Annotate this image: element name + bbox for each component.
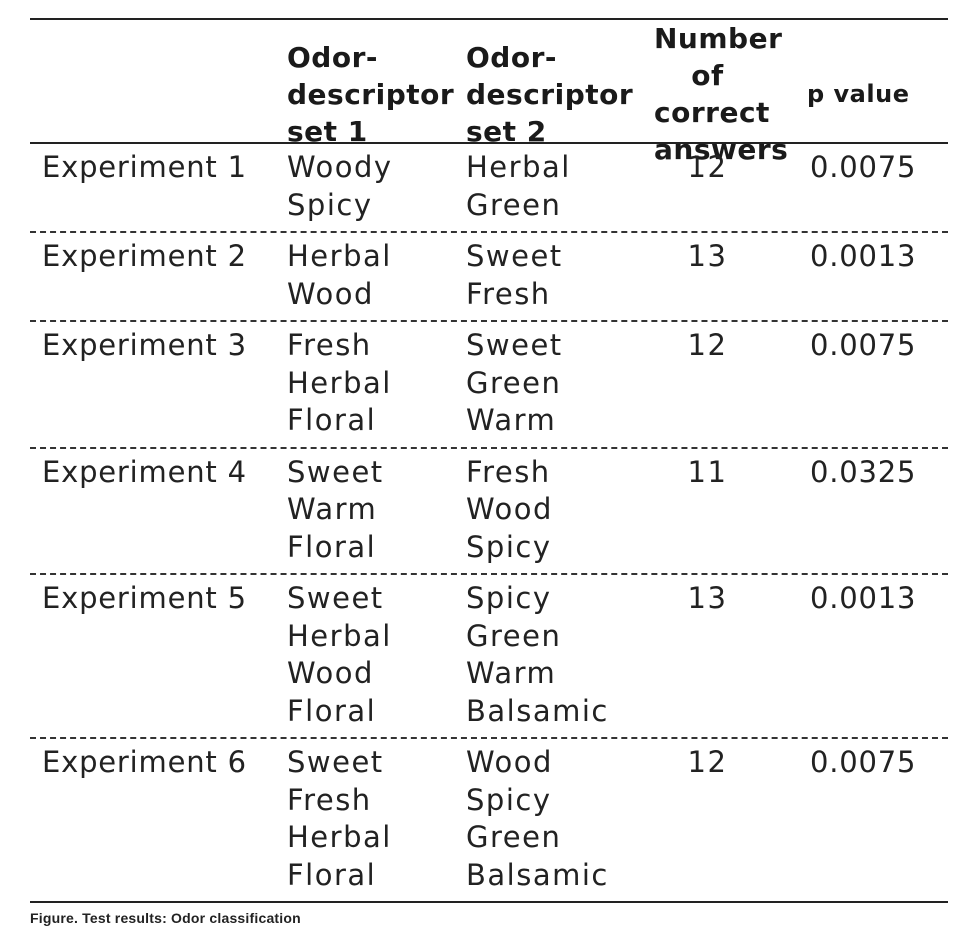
descriptor-item: Fresh xyxy=(287,328,372,362)
experiment-label: Experiment 3 xyxy=(42,328,247,362)
correct-answers-value: 11 xyxy=(687,454,728,489)
table-row: Experiment 3 Fresh Herbal Floral Sweet Green W… xyxy=(30,320,948,447)
p-value: 0.0075 xyxy=(810,150,917,184)
table-header-row: Odor- descriptor set 1 Odor- descriptor … xyxy=(30,20,948,166)
p-value: 0.0013 xyxy=(810,581,917,615)
header-cell-correct-answers: Number of correct answers xyxy=(654,22,789,166)
descriptor-set1-cell: Fresh Herbal Floral xyxy=(287,327,466,440)
descriptor-item: Wood xyxy=(466,745,553,779)
descriptor-set2-cell: Sweet Fresh xyxy=(466,238,654,313)
descriptor-item: Spicy xyxy=(287,187,373,222)
descriptor-set2-cell: Sweet Green Warm xyxy=(466,327,654,440)
table-row: Experiment 4 Sweet Warm Floral Fresh Wood Spic… xyxy=(30,446,948,574)
correct-answers-value: 12 xyxy=(687,328,728,362)
p-value: 0.0013 xyxy=(810,239,917,273)
p-value: 0.0075 xyxy=(810,328,917,362)
p-value: 0.0075 xyxy=(810,745,917,779)
experiment-label: Experiment 6 xyxy=(42,745,247,779)
descriptor-item: Spicy xyxy=(466,782,552,817)
descriptor-item: Floral xyxy=(287,857,377,892)
p-value: 0.0325 xyxy=(810,454,917,489)
descriptor-item: Fresh xyxy=(287,782,372,817)
descriptor-item: Floral xyxy=(287,529,377,564)
descriptor-item: Spicy xyxy=(466,529,552,564)
descriptor-set1-cell: Sweet Fresh Herbal Floral xyxy=(287,744,466,894)
correct-answers-value: 13 xyxy=(687,239,728,273)
descriptor-item: Green xyxy=(466,187,562,222)
descriptor-item: Balsamic xyxy=(466,693,609,728)
experiment-label: Experiment 5 xyxy=(42,581,247,615)
descriptor-set2-cell: Wood Spicy Green Balsamic xyxy=(466,744,654,894)
descriptor-set2-cell: Fresh Wood Spicy xyxy=(466,454,654,567)
descriptor-item: Spicy xyxy=(466,581,552,615)
descriptor-item: Herbal xyxy=(287,239,392,273)
descriptor-item: Green xyxy=(466,820,562,854)
descriptor-item: Fresh xyxy=(466,276,551,311)
descriptor-item: Green xyxy=(466,618,562,653)
descriptor-set1-cell: Woody Spicy xyxy=(287,149,466,224)
descriptor-item: Sweet xyxy=(287,745,384,779)
descriptor-item: Wood xyxy=(287,276,374,311)
experiment-label: Experiment 1 xyxy=(42,150,247,184)
descriptor-item: Herbal xyxy=(287,618,392,653)
descriptor-item: Floral xyxy=(287,403,377,437)
header-cell-set1: Odor- descriptor set 1 xyxy=(287,40,455,148)
descriptor-set1-cell: Herbal Wood xyxy=(287,238,466,313)
descriptor-item: Green xyxy=(466,365,562,400)
correct-answers-value: 12 xyxy=(687,745,728,779)
descriptor-item: Wood xyxy=(287,656,374,690)
figure-caption: Figure. Test results: Odor classificatio… xyxy=(30,910,301,926)
table-row: Experiment 2 Herbal Wood Sweet Fresh 13 0.0013 xyxy=(30,231,948,320)
table-row: Experiment 6 Sweet Fresh Herbal Floral Wood Sp… xyxy=(30,737,948,901)
descriptor-item: Sweet xyxy=(287,581,384,615)
descriptor-set2-cell: Herbal Green xyxy=(466,149,654,224)
experiment-label: Experiment 4 xyxy=(42,454,247,489)
descriptor-item: Balsamic xyxy=(466,857,609,892)
experiment-label: Experiment 2 xyxy=(42,239,247,273)
descriptor-item: Warm xyxy=(287,492,378,526)
descriptor-item: Herbal xyxy=(466,150,571,184)
descriptor-item: Sweet xyxy=(466,328,563,362)
table-row: Experiment 1 Woody Spicy Herbal Green 12 0.007… xyxy=(30,144,948,231)
descriptor-item: Fresh xyxy=(466,454,551,489)
correct-answers-value: 13 xyxy=(687,581,728,615)
descriptor-item: Sweet xyxy=(287,454,384,489)
descriptor-set1-cell: Sweet Herbal Wood Floral xyxy=(287,580,466,730)
descriptor-item: Herbal xyxy=(287,820,392,854)
descriptor-item: Warm xyxy=(466,403,557,437)
table-body: Experiment 1 Woody Spicy Herbal Green 12 0.007… xyxy=(30,144,948,901)
descriptor-item: Woody xyxy=(287,150,393,184)
correct-answers-value: 12 xyxy=(687,150,728,184)
descriptor-item: Floral xyxy=(287,693,377,728)
descriptor-item: Wood xyxy=(466,492,553,526)
header-cell-p-value: p value xyxy=(807,79,910,108)
descriptor-item: Warm xyxy=(466,656,557,690)
descriptor-item: Herbal xyxy=(287,365,392,400)
header-cell-set2: Odor- descriptor set 2 xyxy=(466,40,634,148)
results-table: Odor- descriptor set 1 Odor- descriptor … xyxy=(30,18,948,903)
table-row: Experiment 5 Sweet Herbal Wood Floral Spicy Gr… xyxy=(30,573,948,737)
descriptor-set2-cell: Spicy Green Warm Balsamic xyxy=(466,580,654,730)
descriptor-item: Sweet xyxy=(466,239,563,273)
descriptor-set1-cell: Sweet Warm Floral xyxy=(287,454,466,567)
